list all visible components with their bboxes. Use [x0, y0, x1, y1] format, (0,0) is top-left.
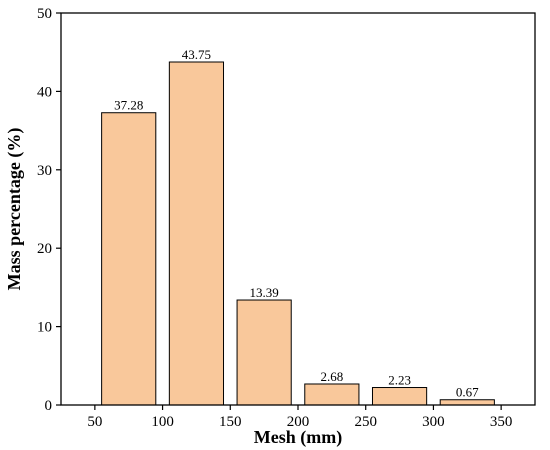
bar-6 [439, 399, 495, 406]
y-tick-label: 50 [37, 6, 52, 22]
y-tick-label: 40 [37, 84, 52, 100]
y-axis-title: Mass percentage (%) [4, 128, 25, 291]
x-tick-label: 300 [422, 414, 445, 430]
bar-5 [371, 387, 428, 406]
bar-value-label-3: 13.39 [250, 285, 279, 300]
plot-frame [60, 12, 536, 406]
y-tick-label: 20 [37, 241, 52, 257]
y-tick-label: 0 [45, 398, 53, 414]
x-tick-label: 150 [219, 414, 242, 430]
x-tick-label: 350 [490, 414, 513, 430]
x-tick-label: 250 [354, 414, 377, 430]
bar-4 [304, 383, 360, 406]
x-tick-label: 200 [287, 414, 310, 430]
y-tick-label: 30 [37, 163, 52, 179]
bar-2 [168, 61, 225, 406]
x-tick-label: 100 [151, 414, 174, 430]
bar-value-label-4: 2.68 [320, 369, 343, 384]
bar-3 [236, 299, 292, 406]
y-tick-label: 10 [37, 320, 52, 336]
bar-value-label-1: 37.28 [114, 98, 143, 113]
bars-layer: 37.28 43.75 13.39 2.68 2.23 0.67 [101, 47, 495, 406]
x-axis-title: Mesh (mm) [254, 427, 342, 448]
bar-1 [101, 112, 157, 406]
bar-value-label-5: 2.23 [388, 373, 411, 388]
x-tick-label: 50 [87, 414, 102, 430]
bar-value-label-2: 43.75 [182, 47, 211, 62]
bar-value-label-6: 0.67 [456, 385, 479, 400]
ticks-layer: 50 100 150 200 250 300 350 0 10 20 30 40 50 [37, 6, 512, 430]
